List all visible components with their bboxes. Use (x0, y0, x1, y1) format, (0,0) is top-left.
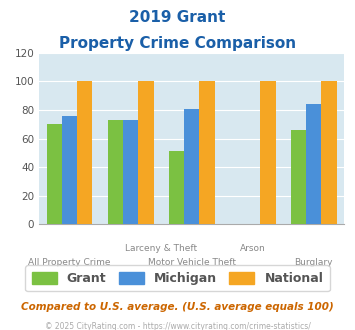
Text: Motor Vehicle Theft: Motor Vehicle Theft (148, 258, 236, 267)
Bar (169, 151, 184, 224)
Bar (47, 124, 62, 224)
Text: Compared to U.S. average. (U.S. average equals 100): Compared to U.S. average. (U.S. average … (21, 302, 334, 312)
Legend: Grant, Michigan, National: Grant, Michigan, National (26, 265, 329, 291)
Text: Larceny & Theft: Larceny & Theft (125, 244, 197, 253)
Text: Burglary: Burglary (295, 258, 333, 267)
Bar (291, 130, 306, 224)
Bar (138, 82, 153, 224)
Text: Property Crime Comparison: Property Crime Comparison (59, 36, 296, 51)
Text: © 2025 CityRating.com - https://www.cityrating.com/crime-statistics/: © 2025 CityRating.com - https://www.city… (45, 322, 310, 330)
Bar (322, 82, 337, 224)
Bar (123, 120, 138, 224)
Bar (200, 82, 214, 224)
Text: 2019 Grant: 2019 Grant (129, 10, 226, 25)
Bar (62, 116, 77, 224)
Text: Arson: Arson (240, 244, 266, 253)
Bar (306, 104, 322, 224)
Bar (77, 82, 92, 224)
Bar (184, 109, 200, 224)
Bar (261, 82, 275, 224)
Bar (108, 120, 123, 224)
Text: All Property Crime: All Property Crime (28, 258, 111, 267)
